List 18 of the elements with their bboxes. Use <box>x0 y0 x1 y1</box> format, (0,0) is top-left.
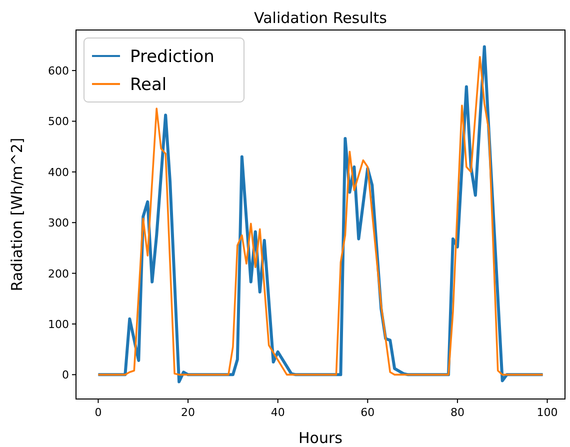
x-tick-label: 100 <box>536 406 558 419</box>
y-tick-label: 600 <box>48 64 69 78</box>
legend-label: Prediction <box>130 47 214 67</box>
y-tick-label: 200 <box>48 267 69 280</box>
y-axis-title: Radiation [Wh/m^2] <box>8 138 26 292</box>
legend-label: Real <box>130 75 167 95</box>
y-tick-label: 100 <box>48 318 69 331</box>
x-tick-label: 40 <box>270 406 285 419</box>
y-tick-label: 400 <box>48 166 69 179</box>
x-tick-label: 60 <box>360 406 375 419</box>
x-tick-label: 20 <box>181 406 196 419</box>
y-tick-label: 300 <box>48 216 69 230</box>
x-axis-title: Hours <box>298 429 343 447</box>
y-tick-label: 500 <box>48 115 69 128</box>
x-tick-label: 80 <box>450 406 464 419</box>
x-tick-label: 0 <box>94 406 102 419</box>
chart-title: Validation Results <box>254 9 388 27</box>
y-tick-label: 0 <box>62 368 69 382</box>
